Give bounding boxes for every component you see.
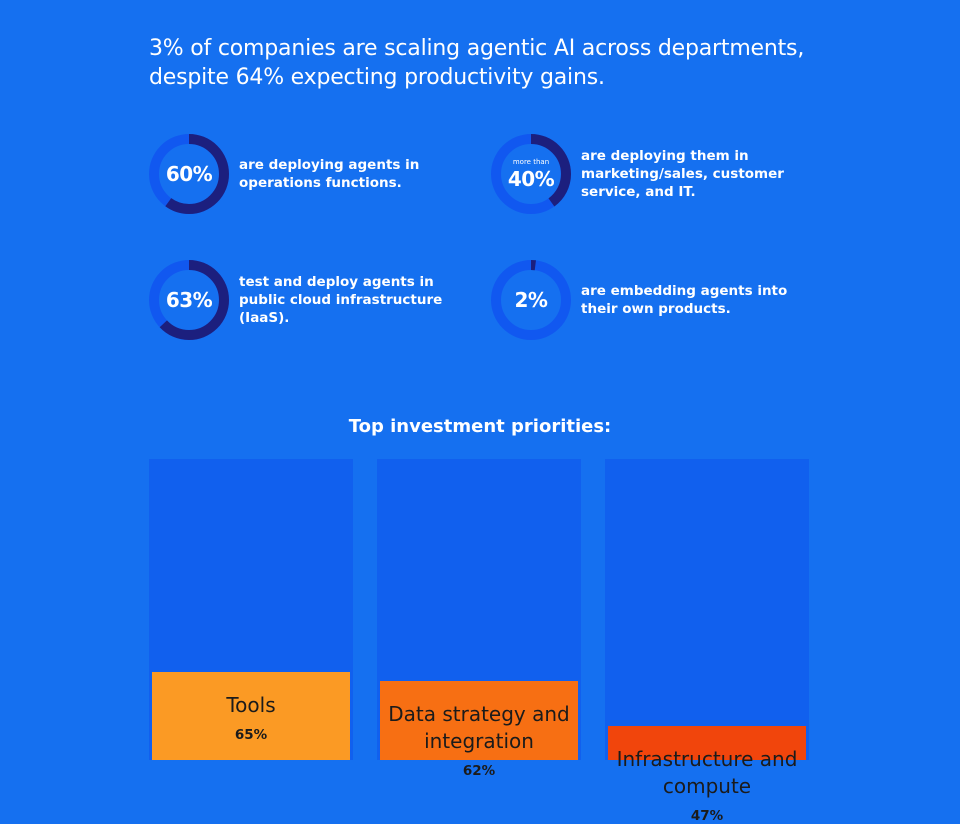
bar-tools: Tools 65% [152,672,350,760]
bar-value-label: 62% [462,763,496,779]
bar-label: Infrastructure and compute [616,747,798,798]
stat-percent: 2% [514,288,548,312]
donut-fill [149,260,229,340]
bar-data-strategy: Data strategy and integration 62% [380,681,578,779]
headline-line-2: despite 64% expecting productivity gains… [149,65,605,90]
stat-value: 60% [149,134,229,214]
chart-title: Top investment priorities: [348,416,612,437]
donut-ring [149,260,229,340]
stat-percent: 40% [507,166,555,191]
stat-description: are deploying them in marketing/sales, c… [581,148,784,200]
bar-column-data-strategy: Data strategy and integration 62% [377,459,581,779]
bar-column-infrastructure: Infrastructure and compute 47% [605,459,809,824]
donut-ring [491,260,571,340]
stat-percent: 60% [165,162,213,186]
donut-fill [491,260,571,340]
bar-value-label: 65% [234,727,268,743]
stat-percent: 63% [165,288,213,312]
bar-column-tools: Tools 65% [149,459,353,760]
donut-fill [491,134,571,214]
bar-value-label: 47% [690,808,724,824]
donut-ring [491,134,571,214]
headline-line-1: 3% of companies are scaling agentic AI a… [149,36,805,61]
donut-fill [149,134,229,214]
bar-infrastructure: Infrastructure and compute 47% [608,726,806,824]
headline: 3% of companies are scaling agentic AI a… [149,34,849,92]
stat-description: test and deploy agents in public cloud i… [239,274,443,326]
stat-prefix: more than [512,157,550,166]
stat-description: are deploying agents in operations funct… [239,157,420,191]
stat-public-cloud: 63% test and deploy agents in public clo… [149,260,469,342]
stat-value: 2% [491,260,571,340]
stat-embedding-products: 2% are embedding agents into their own p… [491,260,811,342]
bar-label: Data strategy and integration [388,702,570,753]
bar-label: Tools [226,693,276,717]
stat-operations: 60% are deploying agents in operations f… [149,134,469,216]
stat-marketing-sales: more than 40% are deploying them in mark… [491,134,811,216]
stat-value: 63% [149,260,229,340]
stat-description: are embedding agents into their own prod… [581,283,788,317]
stat-value: more than 40% [491,134,571,214]
donut-ring [149,134,229,214]
